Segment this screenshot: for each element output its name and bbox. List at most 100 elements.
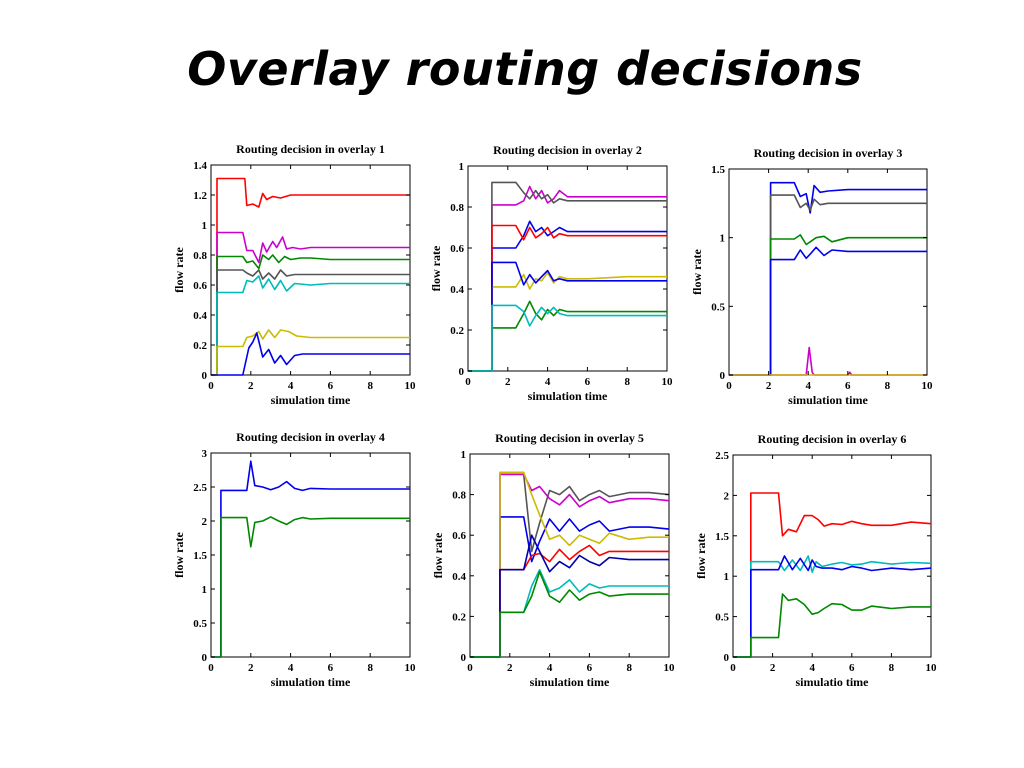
- chart-title: Routing decision in overlay 3: [754, 146, 903, 160]
- x-tick-label: 6: [585, 376, 591, 388]
- series-line-2: [733, 555, 932, 658]
- x-tick-label: 4: [545, 376, 551, 388]
- x-tick-label: 6: [328, 662, 334, 674]
- y-tick-label: 0.8: [193, 250, 207, 262]
- series-line-1: [211, 177, 410, 376]
- y-tick-label: 1.4: [193, 160, 207, 172]
- x-tick-label: 0: [465, 376, 471, 388]
- series-line-3: [468, 220, 667, 372]
- plot-frame: [210, 164, 411, 376]
- y-tick-label: 0.2: [450, 325, 464, 337]
- x-tick-label: 2: [248, 662, 254, 674]
- y-tick-label: 1: [202, 584, 208, 596]
- y-axis-label: flow rate: [172, 247, 186, 293]
- x-tick-label: 6: [845, 380, 851, 392]
- series-line-3: [470, 516, 670, 658]
- x-tick-label: 2: [770, 662, 776, 674]
- x-axis-label: simulation time: [528, 389, 608, 403]
- chart-panel-3: 0 2 4 6 8 10 0 0.5 1 1.5 Routing decision in overl…: [690, 146, 933, 407]
- plot-frame: [728, 168, 928, 376]
- slide-title: Overlay routing decisions: [187, 42, 863, 96]
- y-tick-label: 0.2: [193, 340, 207, 352]
- x-tick-label: 8: [626, 662, 632, 674]
- series-line-8: [468, 304, 667, 372]
- y-tick-label: 1.5: [711, 164, 725, 176]
- y-tick-label: 2: [202, 516, 208, 528]
- y-tick-label: 0.4: [450, 284, 464, 296]
- x-axis-label: simulation time: [530, 675, 610, 689]
- x-tick-label: 8: [367, 380, 373, 392]
- y-tick-label: 0.5: [715, 612, 729, 624]
- x-tick-label: 4: [547, 662, 553, 674]
- x-tick-label: 4: [805, 380, 811, 392]
- y-tick-label: 0: [459, 366, 465, 378]
- series-line-6: [211, 329, 410, 376]
- plot-frame: [732, 454, 932, 658]
- y-tick-label: 0.4: [452, 571, 466, 583]
- y-axis-label: flow rate: [172, 532, 186, 578]
- x-tick-label: 10: [664, 662, 676, 674]
- x-tick-label: 8: [885, 380, 891, 392]
- x-tick-label: 0: [467, 662, 473, 674]
- series-line-7: [211, 332, 410, 376]
- x-axis-label: simulation time: [788, 393, 868, 407]
- series-line-1: [211, 460, 410, 658]
- chart-panel-2: 0 2 4 6 8 10 0 0.2 0.4 0.6 0.8 1 Routing decision in…: [429, 143, 673, 403]
- x-axis-label: simulatio time: [796, 675, 870, 689]
- x-tick-label: 8: [367, 662, 373, 674]
- chart-panel-4: 0 2 4 6 8 10 0 0.5 1 1.5 2 2.5 3 Routing decision in …: [172, 430, 416, 689]
- y-tick-label: 1: [202, 220, 208, 232]
- series-line-2: [468, 181, 667, 372]
- series-line-2: [211, 231, 410, 376]
- x-tick-label: 10: [922, 380, 934, 392]
- series-line-1: [733, 492, 932, 658]
- y-axis-label: flow rate: [431, 532, 445, 578]
- y-axis-label: flow rate: [694, 533, 708, 579]
- y-tick-label: 3: [202, 448, 208, 460]
- x-tick-label: 2: [507, 662, 513, 674]
- y-tick-label: 0.5: [711, 301, 725, 313]
- x-axis-label: simulation time: [271, 675, 351, 689]
- x-tick-label: 0: [208, 380, 214, 392]
- y-tick-label: 2.5: [715, 450, 729, 462]
- y-tick-label: 0.5: [193, 618, 207, 630]
- x-tick-label: 10: [926, 662, 938, 674]
- x-tick-label: 8: [624, 376, 630, 388]
- y-tick-label: 1.2: [193, 190, 207, 202]
- y-tick-label: 0.6: [193, 280, 207, 292]
- chart-title: Routing decision in overlay 2: [493, 143, 642, 157]
- series-line-1: [468, 185, 667, 372]
- y-tick-label: 0: [724, 652, 730, 664]
- series-line-3: [211, 254, 410, 376]
- x-tick-label: 4: [288, 380, 294, 392]
- series-line-3: [729, 234, 927, 376]
- x-tick-label: 4: [809, 662, 815, 674]
- y-axis-label: flow rate: [429, 245, 443, 291]
- y-tick-label: 0.2: [452, 611, 466, 623]
- y-tick-label: 0.4: [193, 310, 207, 322]
- y-tick-label: 0: [202, 370, 208, 382]
- series-line-2: [729, 194, 927, 376]
- x-tick-label: 4: [288, 662, 294, 674]
- chart-title: Routing decision in overlay 5: [495, 431, 644, 445]
- y-tick-label: 0: [461, 652, 467, 664]
- y-tick-label: 1: [724, 571, 730, 583]
- x-tick-label: 10: [405, 380, 417, 392]
- y-tick-label: 2: [724, 490, 730, 502]
- series-line-1: [729, 181, 927, 376]
- chart-title: Routing decision in overlay 6: [758, 432, 907, 446]
- series-line-2: [470, 473, 670, 658]
- series-line-8: [470, 570, 669, 658]
- series-line-5: [211, 275, 410, 376]
- series-line-3: [733, 555, 932, 658]
- chart-title: Routing decision in overlay 1: [236, 142, 385, 156]
- y-tick-label: 0.8: [450, 202, 464, 214]
- y-tick-label: 0.8: [452, 490, 466, 502]
- series-line-4: [468, 224, 667, 372]
- chart-panel-1: 0 2 4 6 8 10 0 0.2 0.4 0.6 0.8 1 1.2 1.4 Routing decis…: [172, 142, 416, 407]
- y-tick-label: 1: [720, 233, 726, 245]
- y-tick-label: 0: [720, 370, 726, 382]
- x-tick-label: 2: [505, 376, 511, 388]
